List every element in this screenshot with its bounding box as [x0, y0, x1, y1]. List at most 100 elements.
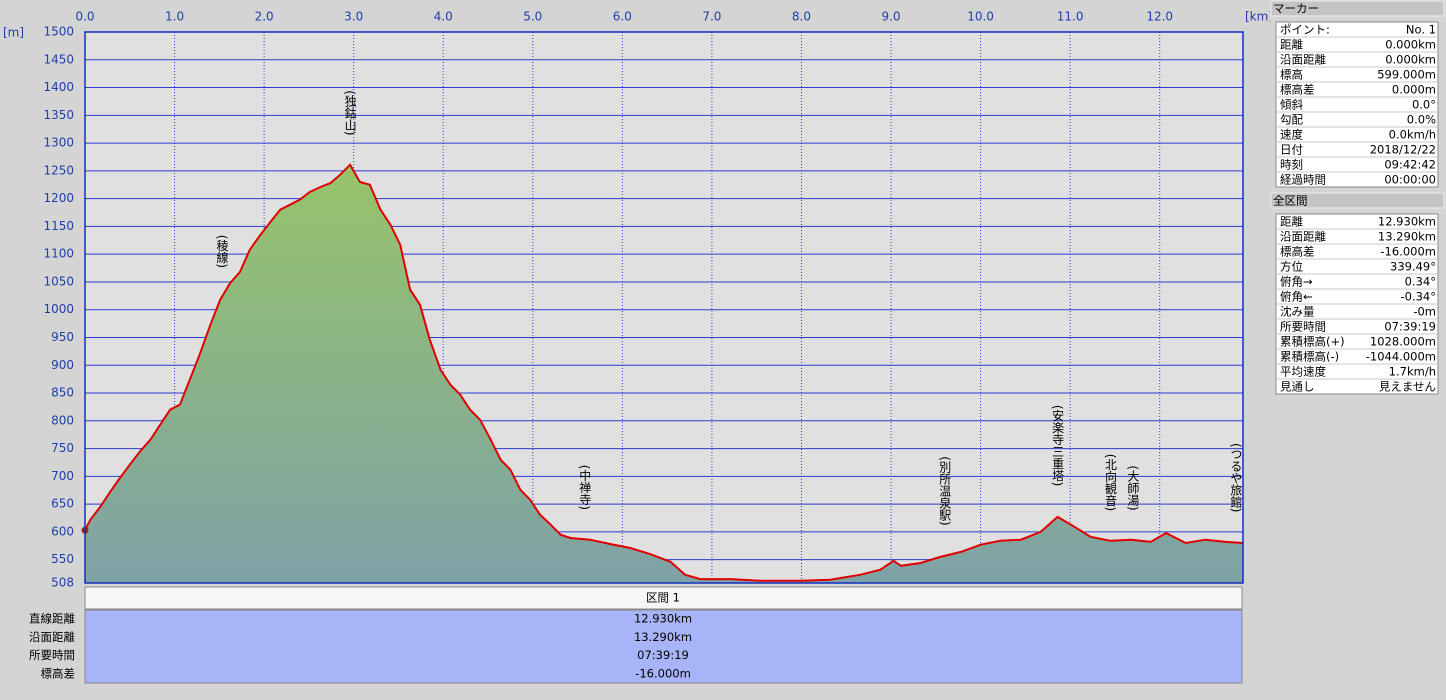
summary-key: 標高差: [41, 666, 76, 680]
marker-title: マーカー: [1273, 2, 1319, 16]
y-tick-label: 1100: [43, 247, 74, 261]
y-tick-label: 1200: [43, 191, 74, 205]
waypoint-label: (稜線): [215, 235, 229, 268]
x-tick-label: 10.0: [967, 10, 994, 24]
summary-value: 13.290km: [634, 630, 692, 644]
info-key: 日付: [1280, 143, 1303, 157]
info-value: 07:39:19: [1384, 320, 1436, 334]
y-tick-label: 550: [51, 552, 74, 566]
y-tick-label: 1150: [43, 219, 74, 233]
info-key: 標高: [1280, 68, 1303, 82]
y-tick-label: 1300: [43, 136, 74, 150]
x-tick-label: 11.0: [1057, 10, 1084, 24]
info-key: 距離: [1280, 215, 1303, 229]
info-key: 俯角→: [1280, 275, 1313, 289]
info-key: 俯角←: [1280, 290, 1313, 304]
x-tick-label: 6.0: [613, 10, 632, 24]
x-tick-label: 12.0: [1146, 10, 1173, 24]
y-tick-label: 700: [51, 469, 74, 483]
info-value: 0.000km: [1385, 38, 1436, 52]
profile-line: [84, 163, 1244, 582]
info-key: 累積標高(+): [1280, 335, 1345, 349]
info-value: -0m: [1413, 305, 1436, 319]
x-tick-label: 0.0: [75, 10, 94, 24]
summary-value: 07:39:19: [637, 648, 689, 662]
y-unit-label: [m]: [3, 26, 24, 40]
y-tick-label: 600: [51, 524, 74, 538]
summary-value: 12.930km: [634, 612, 692, 626]
x-unit-label: [km]: [1245, 10, 1273, 24]
info-tables: ポイント: No. 1 距離 0.000km 沿面距離 0.000km 標高 599.000m…: [1275, 21, 1439, 395]
x-tick-label: 2.0: [255, 10, 274, 24]
summary-value: -16.000m: [635, 666, 691, 680]
waypoint-label: (別所温泉駅): [938, 456, 952, 525]
info-value: -1044.000m: [1366, 350, 1436, 364]
info-key: 勾配: [1280, 113, 1303, 127]
info-value: 0.0km/h: [1389, 128, 1436, 142]
info-key: 所要時間: [1280, 320, 1326, 334]
y-tick-label: 950: [51, 330, 74, 344]
info-value: No. 1: [1406, 23, 1436, 37]
info-key: ポイント:: [1280, 23, 1330, 37]
y-tick-label: 1400: [43, 80, 74, 94]
summary-key: 直線距離: [29, 612, 75, 626]
y-tick-label: 1250: [43, 163, 74, 177]
info-value: 2018/12/22: [1370, 143, 1436, 157]
info-key: 累積標高(-): [1280, 350, 1339, 364]
x-tick-label: 9.0: [881, 10, 900, 24]
y-tick-label: 850: [51, 386, 74, 400]
waypoint-label: (安楽寺三重塔): [1051, 405, 1065, 486]
info-key: 沿面距離: [1280, 230, 1326, 244]
summary-header-bg: [84, 586, 1243, 610]
info-value: 00:00:00: [1384, 173, 1436, 187]
info-key: 経過時間: [1280, 173, 1326, 187]
info-key: 見通し: [1280, 380, 1315, 394]
summary-key: 所要時間: [29, 648, 75, 662]
y-tick-label: 1350: [43, 108, 74, 122]
area-fill: [85, 164, 1243, 584]
info-key: 傾斜: [1280, 98, 1303, 112]
waypoint-label: (大師湯): [1126, 465, 1140, 510]
info-value: 0.000km: [1385, 53, 1436, 67]
y-tick-label: 1000: [43, 302, 74, 316]
summary-table: 直線距離 12.930km 沿面距離 13.290km 所要時間 07:39:19 標高差 -…: [29, 612, 692, 681]
info-value: 0.000m: [1392, 83, 1436, 97]
x-tick-label: 7.0: [702, 10, 721, 24]
waypoint-label: (北向観音): [1103, 454, 1117, 511]
info-value: 1.7km/h: [1389, 365, 1436, 379]
y-tick-label: 1500: [43, 25, 74, 39]
info-value: 0.0°: [1412, 98, 1436, 112]
summary-header: 区間 1: [646, 591, 680, 605]
info-value: 12.930km: [1378, 215, 1436, 229]
summary-body-bg: [84, 609, 1243, 684]
info-key: 時刻: [1280, 158, 1303, 172]
info-value: 見えません: [1379, 380, 1436, 394]
info-key: 標高差: [1280, 83, 1315, 97]
y-tick-label: 1050: [43, 274, 74, 288]
waypoint-label: (中禅寺): [578, 465, 592, 510]
info-key: 平均速度: [1280, 365, 1326, 379]
y-tick-label: 800: [51, 413, 74, 427]
section-title-bg: [1270, 192, 1445, 209]
info-value: 339.49°: [1390, 260, 1436, 274]
info-key: 速度: [1280, 128, 1303, 142]
x-tick-label: 3.0: [344, 10, 363, 24]
section-title: 全区間: [1273, 194, 1308, 208]
plot-frame: [84, 31, 1244, 584]
waypoint-label: (独鈷山): [343, 90, 357, 135]
info-value: -0.34°: [1400, 290, 1436, 304]
info-key: 方位: [1280, 260, 1303, 274]
info-key: 標高差: [1280, 245, 1315, 259]
x-tick-label: 5.0: [523, 10, 542, 24]
info-table-bg: [1275, 21, 1439, 188]
marker-title-bg: [1270, 0, 1445, 17]
info-value: 0.34°: [1405, 275, 1436, 289]
info-key: 距離: [1280, 38, 1303, 52]
y-tick-label: 650: [51, 497, 74, 511]
info-key: 沈み量: [1280, 305, 1315, 319]
info-value: 09:42:42: [1384, 158, 1436, 172]
info-value: 1028.000m: [1370, 335, 1436, 349]
info-value: 599.000m: [1377, 68, 1436, 82]
